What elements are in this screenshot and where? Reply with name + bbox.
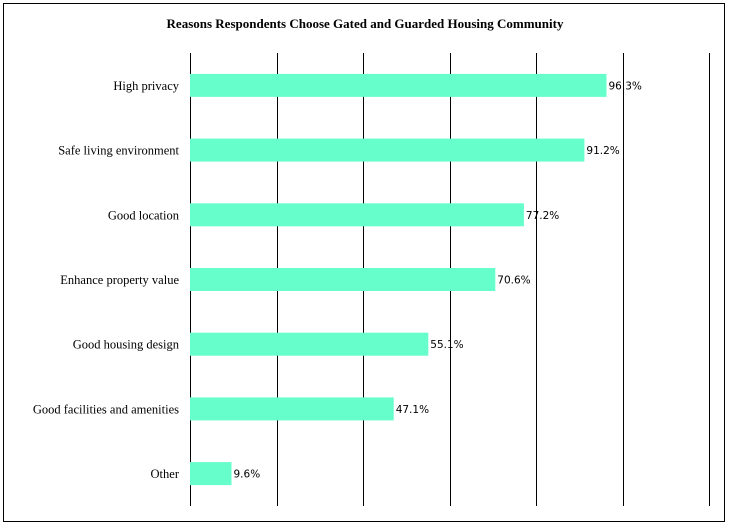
data-label: 9.6%	[234, 469, 261, 481]
data-label: 91.2%	[586, 145, 619, 157]
category-label: Good facilities and amenities	[33, 402, 179, 416]
bar	[190, 462, 232, 486]
data-labels: 96.3% 91.2% 77.2% 70.6% 55.1% 47.1% 9.6%	[234, 80, 642, 480]
bar	[190, 203, 524, 227]
category-labels: High privacy Safe living environment Good …	[33, 79, 180, 481]
category-label: Enhance property value	[60, 273, 179, 287]
data-label: 70.6%	[497, 275, 530, 287]
category-label: Good housing design	[73, 338, 180, 352]
bar	[190, 397, 394, 421]
category-label: Safe living environment	[58, 144, 179, 158]
bar	[190, 268, 496, 291]
bar	[190, 332, 429, 356]
category-label: Good location	[108, 208, 180, 222]
data-label: 55.1%	[430, 339, 463, 351]
data-label: 96.3%	[609, 80, 642, 92]
bar	[190, 138, 585, 162]
category-label: Other	[151, 467, 180, 481]
data-label: 77.2%	[526, 210, 559, 222]
data-label: 47.1%	[396, 404, 429, 416]
bar	[190, 73, 607, 97]
bars	[190, 73, 607, 486]
chart-title: Reasons Respondents Choose Gated and Gua…	[166, 16, 564, 31]
category-label: High privacy	[113, 79, 179, 93]
